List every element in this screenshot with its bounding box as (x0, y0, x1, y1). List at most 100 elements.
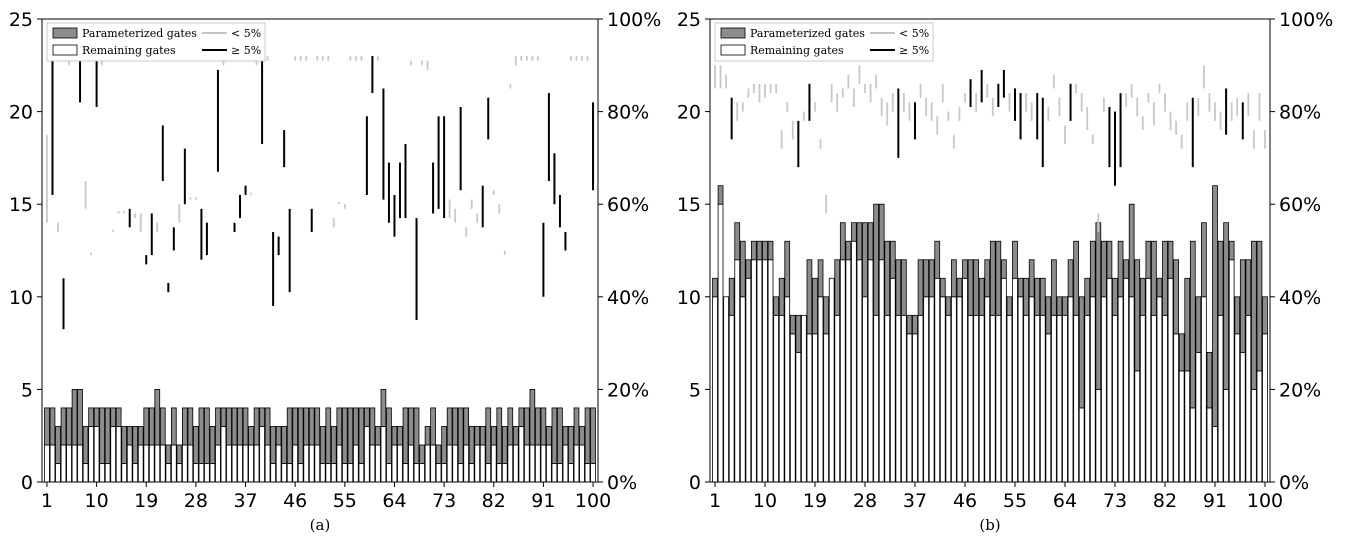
panel-b-bar-remaining-56 (1017, 296, 1024, 483)
panel-a-bar-parameterized-60 (369, 407, 376, 446)
panel-b-bar-parameterized-71 (1101, 240, 1107, 298)
panel-b-bar-remaining-22 (828, 277, 835, 483)
panel-b-bar-remaining-66 (1073, 314, 1079, 483)
panel-a-bar-remaining-39 (253, 444, 260, 483)
panel-a-bar-parameterized-7 (77, 388, 83, 446)
panel-a-bar-remaining-84 (501, 463, 508, 483)
panel-b-bar-remaining-2 (717, 203, 724, 483)
panel-b-bar-remaining-38 (917, 314, 924, 483)
panel-a-bar-remaining-46 (292, 444, 299, 483)
panel-b-bar-remaining-18 (806, 333, 813, 483)
panel-b-bar-parameterized-6 (739, 240, 746, 298)
panel-b-frame (709, 18, 1271, 483)
panel-a-bar-parameterized-85 (507, 407, 514, 446)
panel-b-bar-parameterized-61 (1045, 296, 1052, 335)
panel-a-bar-remaining-99 (584, 463, 591, 483)
panel-a-bar-parameterized-78 (468, 426, 475, 464)
panel-a-bar-remaining-3 (55, 463, 61, 483)
panel-a-bar-remaining-26 (182, 444, 188, 483)
panel-b-bar-remaining-43 (945, 314, 952, 483)
panel-b-bar-parameterized-62 (1051, 259, 1057, 316)
panel-b-bar-remaining-95 (1234, 333, 1241, 483)
panel-b-bar-remaining-31 (878, 259, 885, 483)
panel-a-xtick-label: 100 (575, 490, 611, 512)
panel-b-bar-parameterized-95 (1234, 296, 1241, 335)
panel-a-bar-parameterized-53 (330, 426, 337, 464)
panel-a-bar-remaining-5 (66, 444, 72, 483)
panel-a-bar-remaining-76 (457, 463, 464, 483)
panel-a-bar-remaining-54 (336, 444, 343, 483)
panel-a-bar-remaining-65 (397, 444, 403, 483)
panel-a-bar-parameterized-81 (485, 407, 492, 464)
panel-b-bar-parameterized-47 (967, 259, 974, 316)
panel-b-legend: Parameterized gates Remaining gates < 5% ≥ … (714, 22, 934, 62)
panel-a-bar-parameterized-56 (347, 407, 354, 464)
panel-b-bar-parameterized-75 (1123, 259, 1129, 279)
panel-b-bar-remaining-61 (1045, 333, 1052, 483)
panel-b-y2tick-label: 20% (1279, 379, 1321, 401)
panel-a-bar-parameterized-67 (408, 407, 414, 446)
panel-b-bar-remaining-88 (1195, 351, 1202, 483)
panel-a-bar-remaining-21 (154, 444, 161, 483)
panel-b-bar-parameterized-11 (767, 240, 774, 261)
panel-b-bar-remaining-46 (962, 277, 968, 483)
panel-b-bar-parameterized-54 (1006, 296, 1013, 316)
panel-b-bar-parameterized-30 (873, 203, 879, 316)
panel-b-bar-remaining-57 (1023, 314, 1029, 483)
panel-a-bar-remaining-94 (557, 463, 563, 483)
panel-a-bar-parameterized-72 (435, 444, 442, 464)
panel-b-y2tick-label: 40% (1279, 287, 1321, 309)
panel-b-bar-parameterized-4 (728, 277, 735, 316)
panel-b-bar-remaining-65 (1067, 296, 1074, 483)
panel-a-bar-remaining-24 (171, 444, 177, 483)
panel-a-bar-remaining-38 (248, 444, 254, 483)
panel-a-y2tick-label: 40% (607, 287, 649, 309)
panel-b-bar-parameterized-8 (751, 240, 757, 261)
panel-a-bar-remaining-27 (187, 444, 194, 483)
panel-a-bar-parameterized-35 (231, 407, 238, 446)
panel-a-bar-parameterized-62 (380, 388, 387, 427)
panel-a-bar-remaining-52 (325, 463, 332, 483)
panel-a-bar-remaining-33 (220, 426, 227, 483)
panel-b-bar-parameterized-53 (1001, 259, 1007, 279)
panel-a-bar-parameterized-61 (375, 426, 381, 446)
panel-b-bar-remaining-72 (1106, 277, 1113, 483)
panel-a-bar-remaining-16 (126, 444, 133, 483)
panel-b-bar-remaining-91 (1212, 426, 1218, 483)
panel-a-caption: (a) (310, 516, 331, 534)
panel-b-bar-remaining-80 (1151, 314, 1157, 483)
panel-b-bar-remaining-30 (873, 314, 879, 483)
panel-a-bar-parameterized-71 (430, 407, 436, 446)
panel-b-bar-remaining-16 (795, 351, 802, 483)
panel-a-bar-remaining-87 (518, 426, 525, 483)
panel-b-bar-remaining-24 (839, 259, 846, 483)
panel-a-bar-remaining-82 (490, 444, 497, 483)
panel-a-bar-parameterized-27 (187, 407, 194, 446)
panel-b-bar-parameterized-15 (789, 314, 796, 335)
panel-a-bar-remaining-2 (49, 444, 56, 483)
panel-a-y2tick-label: 60% (607, 194, 649, 216)
panel-b-bar-parameterized-26 (851, 222, 857, 242)
panel-a-bar-remaining-70 (424, 444, 431, 483)
panel-a-bar-remaining-85 (507, 444, 514, 483)
panel-a-bar-remaining-37 (242, 444, 249, 483)
panel-a-bar-remaining-91 (540, 444, 547, 483)
panel-b-ytick-label: 20 (677, 102, 701, 124)
panel-b-xtick-label: 37 (903, 490, 927, 512)
panel-b-bar-remaining-83 (1167, 277, 1174, 483)
panel-b-legend-swatch-remain (720, 44, 746, 56)
panel-b-bar-parameterized-88 (1195, 296, 1202, 353)
panel-a-bar-remaining-13 (110, 426, 116, 483)
panel-a-bar-parameterized-4 (60, 407, 67, 446)
panel-b-bar-remaining-75 (1123, 277, 1129, 483)
panel-a-bar-parameterized-57 (353, 407, 359, 446)
panel-b-bar-remaining-25 (845, 259, 852, 483)
panel-b-bar-remaining-96 (1239, 351, 1246, 483)
panel-b-bar-parameterized-52 (995, 240, 1002, 316)
panel-a-ytick-label: 10 (9, 287, 33, 309)
panel-b-bar-remaining-37 (912, 333, 918, 483)
panel-b-bar-remaining-94 (1228, 259, 1235, 483)
panel-b-bar-remaining-39 (923, 296, 929, 483)
panel-a-bar-parameterized-91 (540, 407, 547, 446)
panel-a-bar-parameterized-69 (419, 444, 425, 464)
